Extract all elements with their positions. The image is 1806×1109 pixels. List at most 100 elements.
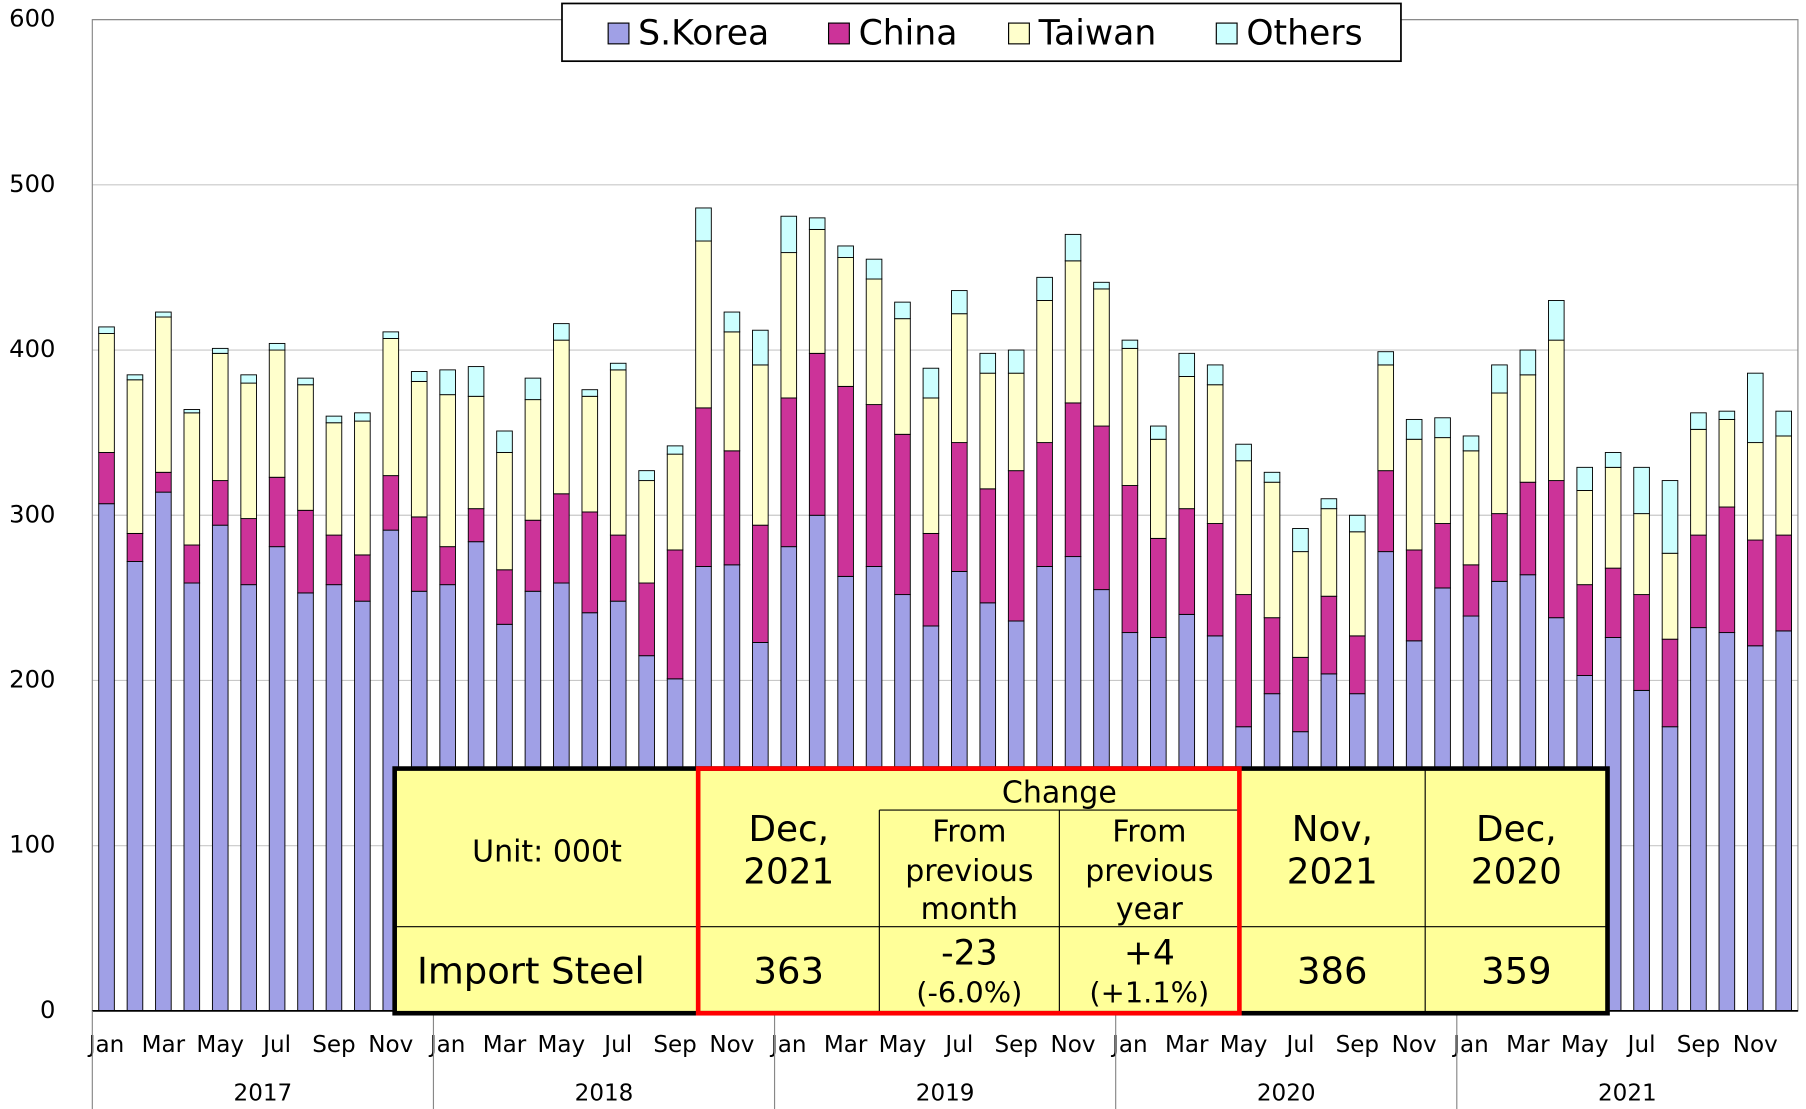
- y-tick-label: 200: [9, 665, 55, 693]
- legend-box: [561, 2, 1402, 63]
- bar-segment: [1747, 442, 1764, 541]
- bar-segment: [1775, 410, 1792, 437]
- bar-segment: [1775, 630, 1792, 1012]
- bar-segment: [1519, 374, 1537, 483]
- year-label: 2021: [1598, 1080, 1657, 1106]
- table-value: (+1.1%): [1089, 976, 1209, 1010]
- bar-segment: [1349, 531, 1366, 637]
- bar-segment: [695, 240, 712, 409]
- bar-segment: [1178, 352, 1196, 377]
- x-tick-label: Jan: [1451, 1032, 1489, 1058]
- bar-segment: [1036, 300, 1053, 444]
- bar-segment: [354, 420, 371, 556]
- legend-swatch: [1215, 22, 1238, 45]
- bar-segment: [752, 364, 769, 526]
- bar-segment: [325, 422, 343, 536]
- bar-segment: [780, 215, 798, 254]
- bar-segment: [723, 331, 741, 452]
- x-tick-label: Mar: [1506, 1032, 1550, 1058]
- bar-segment: [808, 352, 826, 516]
- bar-segment: [1462, 435, 1480, 452]
- bar-segment: [1007, 372, 1025, 472]
- table-header: From: [1112, 815, 1186, 850]
- table-header: previous: [1085, 854, 1213, 889]
- bar-segment: [382, 475, 400, 531]
- y-tick-label: 500: [9, 170, 55, 198]
- bar-segment: [1491, 364, 1508, 394]
- bar-segment: [752, 524, 769, 643]
- bar-segment: [496, 452, 513, 571]
- bar-segment: [1491, 392, 1508, 515]
- bar-segment: [467, 395, 485, 510]
- bar-segment: [1633, 466, 1650, 515]
- bar-segment: [1007, 470, 1025, 622]
- bar-segment: [1519, 349, 1537, 376]
- bar-segment: [524, 377, 542, 401]
- x-tick-label: Jul: [602, 1032, 632, 1058]
- x-tick-label: Nov: [1051, 1032, 1096, 1058]
- bar-segment: [1661, 638, 1679, 728]
- bar-segment: [496, 569, 513, 625]
- bar-segment: [240, 518, 257, 586]
- bar-segment: [951, 313, 968, 444]
- bar-segment: [496, 430, 513, 453]
- bar-segment: [325, 534, 343, 586]
- bar-segment: [1661, 726, 1679, 1012]
- table-header: Dec,: [748, 809, 829, 850]
- bar-segment: [354, 600, 371, 1012]
- bar-segment: [439, 369, 456, 396]
- x-tick-label: Nov: [1733, 1032, 1778, 1058]
- bar-segment: [297, 384, 314, 511]
- bar-segment: [1150, 438, 1167, 539]
- x-tick-label: May: [538, 1032, 586, 1058]
- bar-segment: [1235, 460, 1252, 596]
- bar-segment: [922, 532, 940, 627]
- bar-segment: [1320, 508, 1338, 597]
- bar-segment: [1462, 564, 1480, 617]
- x-tick-label: Sep: [994, 1032, 1037, 1058]
- table-header: Dec,: [1476, 809, 1557, 850]
- bar-segment: [581, 389, 599, 397]
- bar-segment: [581, 395, 599, 513]
- bar-segment: [1747, 645, 1764, 1012]
- table-header: Nov,: [1292, 809, 1373, 850]
- bar-segment: [780, 252, 798, 399]
- bar-segment: [723, 311, 741, 333]
- bar-segment: [1263, 471, 1281, 483]
- bar-segment: [240, 584, 257, 1012]
- bar-segment: [979, 352, 997, 374]
- bar-segment: [1349, 635, 1366, 695]
- bar-segment: [1690, 412, 1707, 430]
- bar-segment: [1036, 442, 1053, 567]
- table-header: 2021: [1287, 852, 1378, 893]
- year-label: 2020: [1257, 1080, 1316, 1106]
- bar-segment: [1093, 281, 1110, 290]
- bar-segment: [1206, 384, 1224, 524]
- bar-segment: [609, 369, 627, 536]
- bar-segment: [297, 377, 314, 386]
- y-tick-label: 300: [9, 500, 55, 528]
- x-tick-label: Jan: [87, 1032, 125, 1058]
- bar-segment: [524, 519, 542, 592]
- bar-segment: [752, 329, 769, 366]
- bar-segment: [837, 385, 854, 577]
- bar-segment: [439, 394, 456, 548]
- bar-segment: [808, 228, 826, 354]
- bar-segment: [1206, 523, 1224, 637]
- bar-segment: [1121, 339, 1139, 349]
- bar-segment: [1263, 481, 1281, 619]
- year-label: 2019: [916, 1080, 975, 1106]
- bar-segment: [155, 471, 172, 493]
- bar-segment: [1633, 689, 1650, 1012]
- bar-segment: [581, 511, 599, 614]
- bar-segment: [1775, 534, 1792, 632]
- bar-segment: [410, 516, 428, 592]
- table-row-label: Import Steel: [417, 949, 645, 992]
- bar-segment: [894, 301, 911, 320]
- bar-segment: [98, 452, 115, 505]
- table-header: From: [932, 815, 1006, 850]
- x-tick-label: Mar: [142, 1032, 186, 1058]
- bar-segment: [126, 532, 144, 562]
- x-tick-label: May: [1220, 1032, 1268, 1058]
